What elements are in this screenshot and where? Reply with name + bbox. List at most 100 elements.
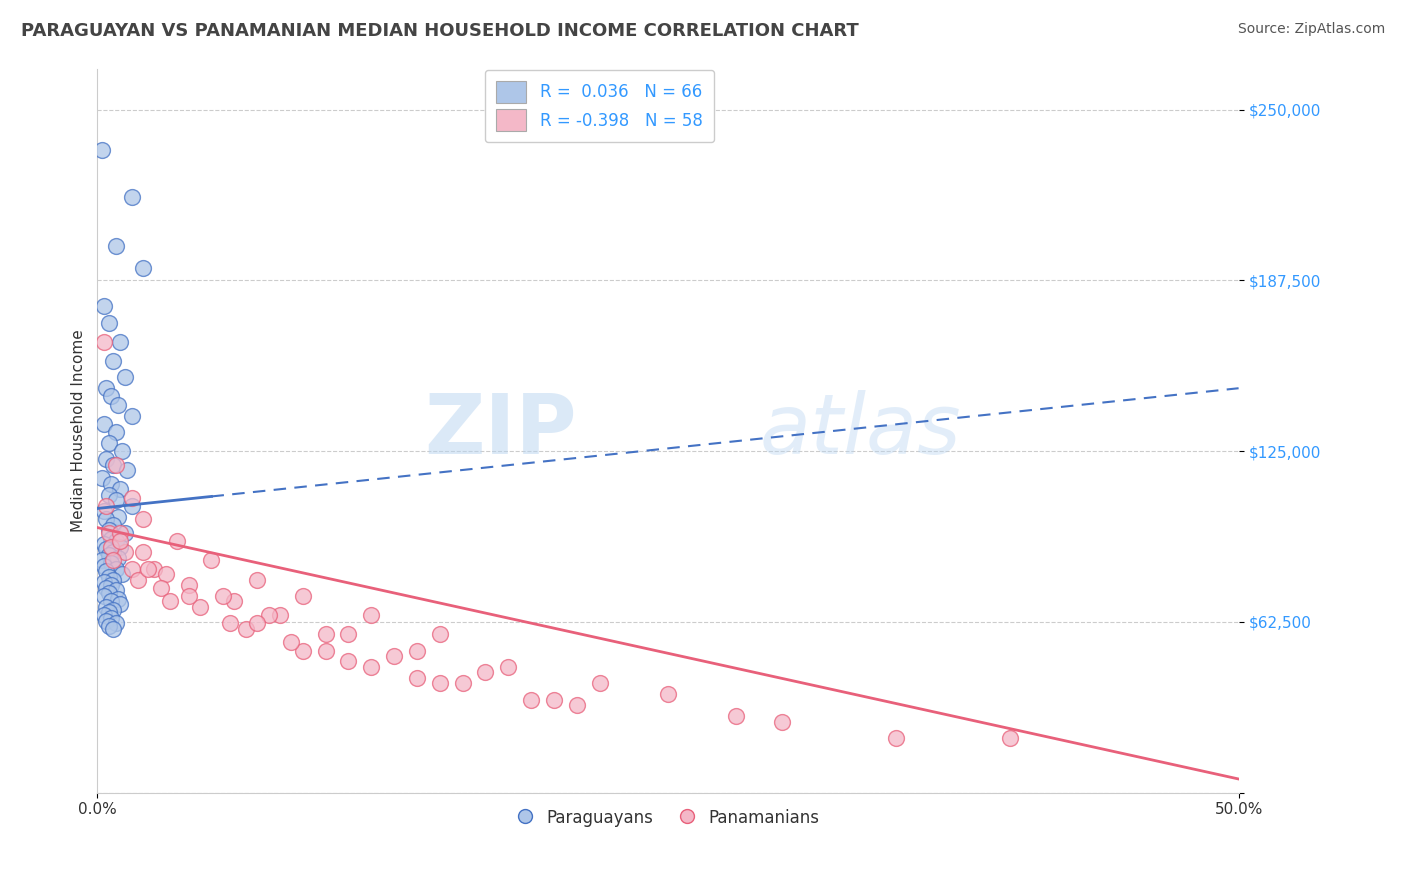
Point — [97, 524, 120, 538]
Point — [93, 608, 115, 623]
Point — [218, 616, 240, 631]
Point — [451, 676, 474, 690]
Point — [108, 597, 131, 611]
Point — [360, 660, 382, 674]
Point — [280, 635, 302, 649]
Point — [100, 594, 122, 608]
Point — [315, 643, 337, 657]
Point — [93, 589, 115, 603]
Point — [474, 665, 496, 680]
Point — [93, 504, 115, 518]
Point — [200, 553, 222, 567]
Point — [360, 608, 382, 623]
Point — [543, 692, 565, 706]
Point — [136, 561, 159, 575]
Point — [121, 409, 143, 423]
Point — [97, 586, 120, 600]
Y-axis label: Median Household Income: Median Household Income — [72, 329, 86, 532]
Point — [770, 714, 793, 729]
Point — [104, 616, 127, 631]
Point — [108, 526, 131, 541]
Point — [96, 614, 118, 628]
Point — [235, 622, 257, 636]
Point — [429, 676, 451, 690]
Point — [90, 144, 112, 158]
Point — [107, 509, 129, 524]
Point — [103, 517, 125, 532]
Point — [96, 599, 118, 614]
Point — [107, 398, 129, 412]
Point — [121, 561, 143, 575]
Point — [100, 389, 122, 403]
Point — [115, 463, 138, 477]
Point — [100, 611, 122, 625]
Point — [884, 731, 907, 745]
Point — [100, 540, 122, 554]
Point — [107, 591, 129, 606]
Text: atlas: atlas — [759, 390, 960, 471]
Point — [114, 526, 136, 541]
Point — [155, 567, 177, 582]
Point — [104, 458, 127, 472]
Point — [108, 334, 131, 349]
Point — [291, 589, 314, 603]
Point — [565, 698, 588, 713]
Point — [108, 483, 131, 497]
Point — [132, 260, 155, 275]
Point — [96, 512, 118, 526]
Point — [108, 534, 131, 549]
Point — [132, 512, 155, 526]
Point — [104, 425, 127, 439]
Point — [337, 655, 360, 669]
Point — [100, 476, 122, 491]
Point — [257, 608, 280, 623]
Point — [246, 616, 269, 631]
Point — [188, 599, 211, 614]
Point — [315, 627, 337, 641]
Point — [108, 540, 131, 554]
Point — [246, 573, 269, 587]
Point — [104, 493, 127, 508]
Point — [93, 334, 115, 349]
Point — [114, 545, 136, 559]
Point — [100, 532, 122, 546]
Point — [1000, 731, 1022, 745]
Point — [96, 452, 118, 467]
Point — [96, 499, 118, 513]
Point — [496, 660, 519, 674]
Point — [406, 671, 429, 685]
Text: ZIP: ZIP — [425, 390, 576, 471]
Point — [93, 299, 115, 313]
Point — [104, 561, 127, 575]
Point — [121, 491, 143, 505]
Point — [103, 545, 125, 559]
Point — [93, 575, 115, 590]
Point — [588, 676, 610, 690]
Point — [103, 622, 125, 636]
Point — [96, 542, 118, 557]
Point — [111, 444, 134, 458]
Point — [96, 381, 118, 395]
Point — [111, 567, 134, 582]
Point — [103, 458, 125, 472]
Point — [100, 578, 122, 592]
Point — [127, 573, 149, 587]
Text: Source: ZipAtlas.com: Source: ZipAtlas.com — [1237, 22, 1385, 37]
Point — [97, 316, 120, 330]
Point — [97, 619, 120, 633]
Legend: Paraguayans, Panamanians: Paraguayans, Panamanians — [508, 800, 828, 835]
Point — [382, 648, 405, 663]
Point — [104, 239, 127, 253]
Point — [104, 583, 127, 598]
Point — [520, 692, 543, 706]
Point — [429, 627, 451, 641]
Point — [93, 558, 115, 573]
Point — [121, 499, 143, 513]
Point — [132, 545, 155, 559]
Point — [337, 627, 360, 641]
Point — [224, 594, 246, 608]
Point — [143, 561, 166, 575]
Point — [97, 526, 120, 541]
Point — [103, 602, 125, 616]
Point — [90, 553, 112, 567]
